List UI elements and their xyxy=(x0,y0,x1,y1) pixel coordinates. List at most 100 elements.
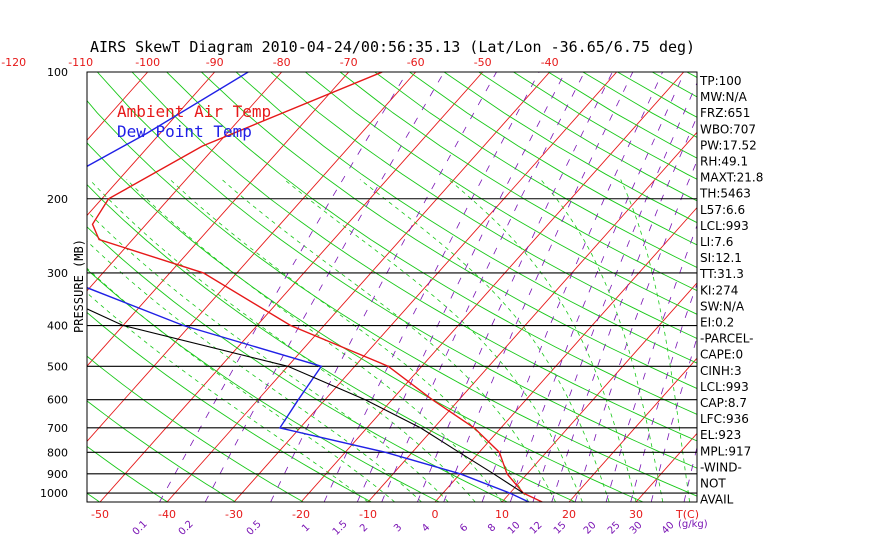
mixing-ratio-label: 25 xyxy=(606,520,623,537)
index-line: LI:7.6 xyxy=(700,235,733,249)
pressure-tick-label: 100 xyxy=(47,66,68,79)
moist-adiabat-line xyxy=(359,179,610,502)
index-line: -WIND- xyxy=(700,460,742,474)
pressure-tick-label: 1000 xyxy=(40,487,68,500)
isotherm-line xyxy=(837,72,870,502)
legend-entry: Dew Point Temp xyxy=(117,122,252,141)
mixing-ratio-line xyxy=(270,72,497,502)
index-line: PW:17.52 xyxy=(700,138,757,152)
bottom-temp-tick-label: 20 xyxy=(562,508,576,521)
dry-adiabat-line xyxy=(87,311,372,502)
index-line: TT:31.3 xyxy=(699,267,744,281)
pressure-tick-label: 900 xyxy=(47,468,68,481)
pressure-tick-label: 300 xyxy=(47,267,68,280)
isotherm-line xyxy=(300,72,685,502)
dry-adiabat-line xyxy=(87,400,236,502)
bottom-temp-tick-label: -30 xyxy=(225,508,243,521)
moist-adiabat-line xyxy=(620,179,690,502)
dry-adiabat-line xyxy=(235,72,697,364)
isotherm-line xyxy=(434,206,697,502)
isotherm-line xyxy=(87,72,417,443)
isotherm-line xyxy=(87,72,283,292)
dry-adiabat-line xyxy=(756,72,870,502)
top-temp-tick-label: -120 xyxy=(1,56,26,69)
isotherm-line xyxy=(367,131,697,502)
index-line: RH:49.1 xyxy=(700,155,748,169)
top-temp-tick-label: -100 xyxy=(135,56,160,69)
pressure-tick-label: 800 xyxy=(47,446,68,459)
dry-adiabat-line xyxy=(722,72,870,502)
isotherm-line xyxy=(0,72,81,502)
dry-adiabat-line xyxy=(305,72,697,315)
dry-adiabat-line xyxy=(87,445,168,502)
mixing-ratio-label: 3 xyxy=(392,522,404,534)
top-temp-tick-label: -70 xyxy=(340,56,358,69)
dry-adiabat-line xyxy=(826,72,870,502)
bottom-temp-tick-label: 30 xyxy=(629,508,643,521)
dry-adiabat-line xyxy=(0,72,32,502)
dry-adiabat-line xyxy=(87,355,304,502)
dry-adiabat-line xyxy=(374,72,697,268)
mixing-ratio-label: 0.2 xyxy=(177,519,196,538)
mixing-ratio-label: 30 xyxy=(628,520,645,537)
moist-adiabat-line xyxy=(87,267,396,502)
dry-adiabat-line xyxy=(339,72,697,292)
index-line: MW:N/A xyxy=(700,90,748,104)
bottom-temp-tick-label: 0 xyxy=(432,508,439,521)
series-line-ambient-air-temp xyxy=(91,72,543,502)
isotherm-line xyxy=(87,72,216,217)
plot-frame xyxy=(86,71,698,503)
bottom-temp-tick-label: -10 xyxy=(359,508,377,521)
moist-adiabat-line xyxy=(169,179,530,502)
mixing-ratio-line xyxy=(381,72,585,502)
dry-adiabat-line xyxy=(87,268,440,502)
isotherm-line xyxy=(87,72,350,367)
dry-adiabat-line xyxy=(96,72,697,469)
index-line: MPL:917 xyxy=(700,444,751,458)
isotherm-line xyxy=(635,432,697,502)
moist-adiabat-line xyxy=(89,179,476,502)
mixing-ratio-line xyxy=(323,72,540,502)
moist-adiabat-line xyxy=(87,210,449,502)
top-temp-tick-label: -110 xyxy=(68,56,93,69)
moist-adiabat-line xyxy=(448,179,637,502)
bottom-temp-tick-label: -20 xyxy=(292,508,310,521)
index-line: TH:5463 xyxy=(699,187,751,201)
dry-adiabat-line xyxy=(166,72,697,415)
moist-adiabat-line xyxy=(540,179,664,502)
index-line: EI:0.2 xyxy=(700,316,734,330)
index-line: CINH:3 xyxy=(700,364,742,378)
mixing-ratio-line xyxy=(551,115,697,502)
series-line-dew-point-temp xyxy=(87,72,530,502)
mixing-ratio-line xyxy=(509,72,685,502)
y-axis-label: PRESSURE (MB) xyxy=(72,239,86,333)
mixing-ratio-label: 6 xyxy=(458,522,470,534)
index-line: SI:12.1 xyxy=(700,251,742,265)
isotherm-line xyxy=(166,72,551,502)
mixing-ratio-label: 0.1 xyxy=(131,519,150,538)
index-line: LCL:993 xyxy=(700,219,749,233)
moist-adiabat-line xyxy=(87,292,369,502)
mixing-ratio-label: 1 xyxy=(300,522,312,534)
index-line: L57:6.6 xyxy=(700,203,745,217)
mixing-ratio-label: 2 xyxy=(358,522,370,534)
mixing-ratio-label: 15 xyxy=(552,520,569,537)
top-temp-tick-label: -60 xyxy=(407,56,425,69)
mixing-ratio-label: 10 xyxy=(506,520,523,537)
mixing-ratio-label: 1.5 xyxy=(331,519,350,538)
index-line: AVAIL xyxy=(700,493,734,507)
top-temp-tick-label: -50 xyxy=(474,56,492,69)
index-line: WBO:707 xyxy=(700,122,756,136)
mixing-ratio-label: 4 xyxy=(420,522,432,534)
chart-title: AIRS SkewT Diagram 2010-04-24/00:56:35.1… xyxy=(90,38,695,56)
dry-adiabat-line xyxy=(87,100,697,497)
isotherm-line xyxy=(770,72,870,502)
pressure-tick-label: 500 xyxy=(47,360,68,373)
mixing-ratio-label: 8 xyxy=(486,522,498,534)
isotherm-line xyxy=(0,72,14,502)
index-line: EL:923 xyxy=(700,428,741,442)
top-temp-tick-label: -90 xyxy=(206,56,224,69)
legend-entry: Ambient Air Temp xyxy=(117,102,271,121)
